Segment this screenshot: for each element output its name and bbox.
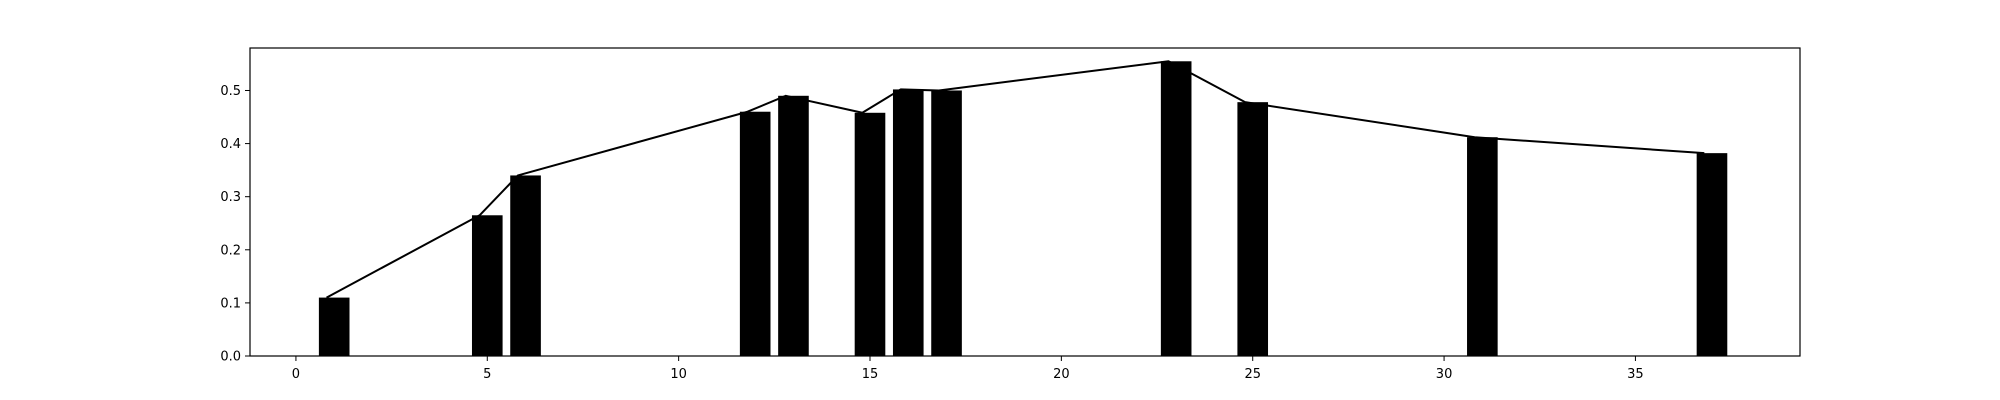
y-tick-label: 0.4 bbox=[220, 137, 241, 152]
y-tick-label: 0.0 bbox=[220, 350, 241, 365]
bar-6 bbox=[892, 89, 924, 357]
bar-5 bbox=[854, 112, 886, 356]
y-tick-label: 0.1 bbox=[220, 296, 241, 311]
bar-3 bbox=[739, 111, 771, 356]
line-layer bbox=[326, 60, 1705, 299]
bar-9 bbox=[1237, 102, 1269, 356]
x-tick-label: 5 bbox=[483, 367, 491, 382]
x-tick-label: 20 bbox=[1053, 367, 1070, 382]
bar-4 bbox=[778, 95, 809, 357]
axes-layer: 0 5 10 15 20 25 30 35 0.0 0.1 0.2 0.3 0.4 0.5 bbox=[220, 47, 1801, 382]
bar-8 bbox=[1160, 61, 1192, 356]
x-tick-label: 30 bbox=[1436, 367, 1453, 382]
bar-7 bbox=[931, 90, 962, 356]
y-tick-label: 0.5 bbox=[220, 84, 241, 99]
bars-layer bbox=[318, 61, 1728, 357]
bar-10 bbox=[1467, 137, 1498, 356]
plot-frame bbox=[249, 47, 1801, 357]
x-tick-label: 10 bbox=[670, 367, 687, 382]
bar-11 bbox=[1696, 153, 1728, 356]
y-tick-label: 0.2 bbox=[220, 243, 241, 258]
bar-0 bbox=[318, 297, 350, 356]
x-tick-label: 0 bbox=[292, 367, 300, 382]
bar-2 bbox=[510, 175, 541, 356]
x-tick-label: 15 bbox=[862, 367, 879, 382]
x-tick-label: 35 bbox=[1627, 367, 1644, 382]
bar-1 bbox=[471, 215, 503, 356]
y-tick-label: 0.3 bbox=[220, 190, 241, 205]
series-line bbox=[326, 60, 1705, 299]
x-tick-label: 25 bbox=[1244, 367, 1261, 382]
